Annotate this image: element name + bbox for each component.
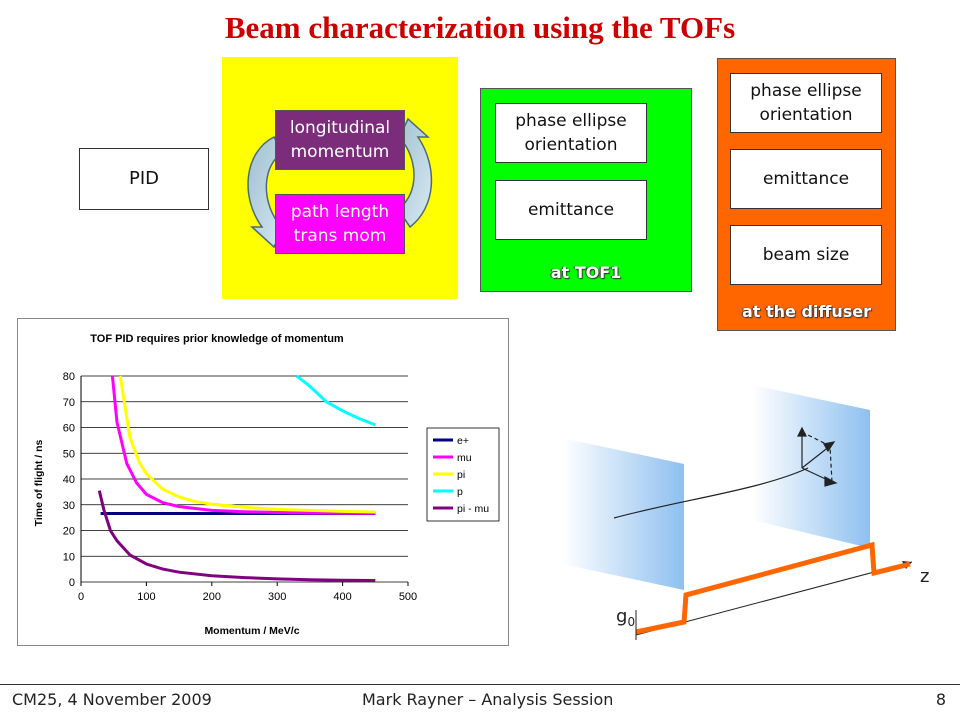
path-length-box: path length trans mom xyxy=(275,194,405,254)
chart-title: TOF PID requires prior knowledge of mome… xyxy=(90,333,344,345)
footer-rule xyxy=(0,684,960,685)
y-tick-label: 30 xyxy=(63,500,75,512)
diffuser-panel-label: at the diffuser xyxy=(741,302,872,321)
footer-left: CM25, 4 November 2009 xyxy=(12,690,212,709)
x-tick-label: 300 xyxy=(268,591,286,603)
y-tick-label: 50 xyxy=(63,448,75,460)
tof-chart: TOF PID requires prior knowledge of mome… xyxy=(33,333,500,637)
y-tick-label: 60 xyxy=(63,423,75,435)
pid-box: PID xyxy=(79,148,209,210)
longitudinal-momentum-box: longitudinal momentum xyxy=(275,110,405,170)
slide-title: Beam characterization using the TOFs xyxy=(224,10,736,45)
y-tick-label: 40 xyxy=(63,474,75,486)
diffuser-ellipse-box: phase ellipse orientation xyxy=(730,73,882,133)
y-tick-label: 70 xyxy=(63,397,75,409)
chart-xlabel: Momentum / MeV/c xyxy=(204,625,299,637)
series-line-pi-mu xyxy=(97,490,376,582)
series-line-mu xyxy=(110,375,376,515)
gradient-step-profile xyxy=(635,541,911,635)
x-tick-label: 100 xyxy=(137,591,155,603)
series-line-p xyxy=(295,374,376,427)
series-line-pi xyxy=(118,375,376,514)
legend-label: pi - mu xyxy=(457,503,489,515)
g0-label: g0 xyxy=(616,606,635,629)
detector-plane-1 xyxy=(562,438,684,590)
legend-label: pi xyxy=(457,469,465,481)
z-axis-label: z xyxy=(920,566,929,587)
beam-trajectory xyxy=(613,467,809,519)
legend-label: e+ xyxy=(457,435,469,447)
x-tick-label: 500 xyxy=(399,591,417,603)
footer-center: Mark Rayner – Analysis Session xyxy=(362,690,614,709)
y-tick-label: 0 xyxy=(69,577,75,589)
x-tick-label: 0 xyxy=(78,591,84,603)
chart-ylabel: Time of flight / ns xyxy=(33,439,45,526)
momentum-vector-icon xyxy=(797,426,838,487)
footer-page-number: 8 xyxy=(935,690,946,709)
cycle-arrows-icon xyxy=(247,117,433,249)
beam-diagram: z g0 xyxy=(562,385,929,640)
tof1-emittance-box: emittance xyxy=(495,180,647,240)
y-tick-label: 80 xyxy=(63,371,75,383)
diffuser-emittance-box: emittance xyxy=(730,149,882,209)
tof1-ellipse-box: phase ellipse orientation xyxy=(495,103,647,163)
y-tick-label: 10 xyxy=(63,551,75,563)
diffuser-beam-size-box: beam size xyxy=(730,225,882,285)
tof1-panel-label: at TOF1 xyxy=(550,263,622,282)
legend-label: mu xyxy=(457,452,472,464)
y-tick-label: 20 xyxy=(63,526,75,538)
x-tick-label: 400 xyxy=(333,591,351,603)
x-tick-label: 200 xyxy=(203,591,221,603)
detector-plane-2 xyxy=(752,385,870,548)
legend-label: p xyxy=(457,486,463,498)
